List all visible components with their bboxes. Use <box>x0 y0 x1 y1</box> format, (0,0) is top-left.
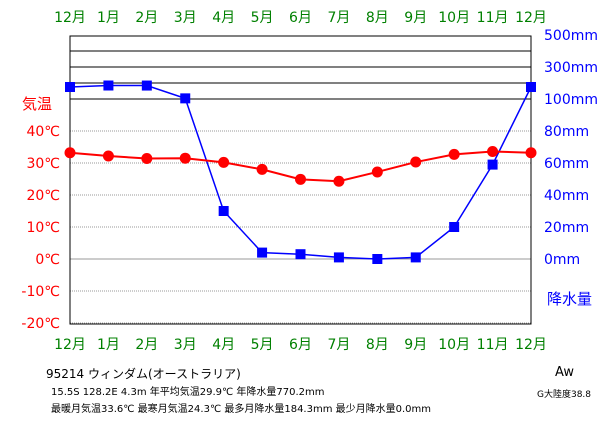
month-label-top-5: 5月 <box>251 10 274 26</box>
temperature-point-7 <box>333 175 345 187</box>
temperature-point-1 <box>102 150 114 162</box>
temperature-point-6 <box>295 173 306 185</box>
month-label-bottom-10: 10月 <box>438 337 470 353</box>
precipitation-tick-5: 40mm <box>544 188 589 204</box>
month-label-bottom-8: 8月 <box>366 337 389 353</box>
temperature-tick-5: -10℃ <box>21 284 60 300</box>
month-label-top-3: 3月 <box>174 10 197 26</box>
month-label-bottom-9: 9月 <box>404 337 427 353</box>
precipitation-point-2 <box>141 80 152 91</box>
precipitation-point-9 <box>410 252 421 263</box>
temperature-point-4 <box>218 156 230 168</box>
temperature-tick-6: -20℃ <box>21 316 60 332</box>
month-label-bottom-1: 1月 <box>97 337 120 353</box>
month-label-top-6: 6月 <box>289 10 312 26</box>
temperature-series <box>64 145 537 187</box>
month-label-top-9: 9月 <box>404 10 427 26</box>
temperature-tick-1: 30℃ <box>26 156 60 172</box>
precipitation-point-11 <box>487 159 498 170</box>
month-label-bottom-7: 7月 <box>327 337 350 353</box>
month-label-top-4: 4月 <box>212 10 235 26</box>
top-month-labels: 12月 1月 2月 3月 4月 5月 6月 7月 8月 9月 10月 11月 12月 <box>54 10 547 26</box>
precipitation-point-4 <box>218 206 229 216</box>
temperature-axis-label: 気温 <box>22 95 52 113</box>
month-label-bottom-11: 11月 <box>477 337 509 353</box>
precipitation-axis-label: 降水量 <box>547 290 592 308</box>
precipitation-line <box>69 84 532 260</box>
month-label-bottom-3: 3月 <box>174 337 197 353</box>
temperature-point-3 <box>179 152 191 164</box>
month-label-bottom-6: 6月 <box>289 337 312 353</box>
month-label-top-0: 12月 <box>54 10 86 26</box>
precipitation-point-6 <box>295 249 306 260</box>
temperature-point-0 <box>64 147 76 159</box>
temperature-point-11 <box>487 145 499 157</box>
month-label-top-11: 11月 <box>477 10 509 26</box>
station-summary: 15.5S 128.2E 4.3m 年平均気温29.9℃ 年降水量770.2mm <box>51 387 325 398</box>
month-label-top-10: 10月 <box>438 10 470 26</box>
temperature-point-2 <box>141 153 153 165</box>
precipitation-point-10 <box>449 222 460 232</box>
station-name: 95214 ウィンダム(オーストラリア) <box>46 367 241 381</box>
month-label-bottom-0: 12月 <box>54 337 86 353</box>
precipitation-point-12 <box>526 82 536 92</box>
month-label-bottom-2: 2月 <box>135 337 158 353</box>
bottom-month-labels: 12月 1月 2月 3月 4月 5月 6月 7月 8月 9月 10月 11月 12月 <box>54 337 547 353</box>
precipitation-point-8 <box>372 254 383 264</box>
station-extremes: 最暖月気温33.6℃ 最寒月気温24.3℃ 最多月降水量184.3mm 最少月降… <box>51 404 432 415</box>
continentality-index: G大陸度38.8 <box>537 390 592 400</box>
precipitation-tick-3: 80mm <box>544 124 589 140</box>
precipitation-tick-1: 300mm <box>544 60 598 76</box>
precipitation-point-5 <box>257 247 268 258</box>
precipitation-tick-0: 500mm <box>544 28 598 44</box>
month-label-top-7: 7月 <box>327 10 350 26</box>
precipitation-tick-6: 20mm <box>544 220 589 236</box>
month-label-bottom-4: 4月 <box>212 337 235 353</box>
month-label-top-8: 8月 <box>366 10 389 26</box>
temperature-point-10 <box>448 148 460 160</box>
temperature-axis-ticks: 40℃ 30℃ 20℃ 10℃ 0℃ -10℃ -20℃ <box>21 124 60 332</box>
precipitation-point-0 <box>65 82 75 92</box>
temperature-tick-3: 10℃ <box>26 220 60 236</box>
month-label-bottom-12: 12月 <box>515 337 547 353</box>
temperature-point-12 <box>525 147 537 159</box>
temperature-tick-0: 40℃ <box>26 124 60 140</box>
temperature-tick-4: 0℃ <box>35 252 60 268</box>
temperature-point-9 <box>410 156 422 168</box>
temperature-tick-2: 20℃ <box>26 188 60 204</box>
precipitation-series <box>65 80 536 264</box>
month-label-top-2: 2月 <box>135 10 158 26</box>
temperature-point-5 <box>256 163 268 175</box>
month-label-top-1: 1月 <box>97 10 120 26</box>
precipitation-tick-4: 60mm <box>544 156 589 172</box>
precipitation-point-3 <box>180 93 191 104</box>
climate-code: Aw <box>555 365 574 380</box>
precipitation-axis-ticks: 500mm 300mm 100mm 80mm 60mm 40mm 20mm 0mm <box>544 28 598 268</box>
precipitation-tick-7: 0mm <box>544 252 580 268</box>
precipitation-tick-2: 100mm <box>544 92 598 108</box>
temperature-point-8 <box>371 166 383 178</box>
month-label-bottom-5: 5月 <box>251 337 274 353</box>
month-label-top-12: 12月 <box>515 10 547 26</box>
precipitation-point-1 <box>103 80 114 91</box>
chart-grid <box>70 50 531 324</box>
plot-frame <box>69 35 532 325</box>
precipitation-point-7 <box>333 252 344 263</box>
